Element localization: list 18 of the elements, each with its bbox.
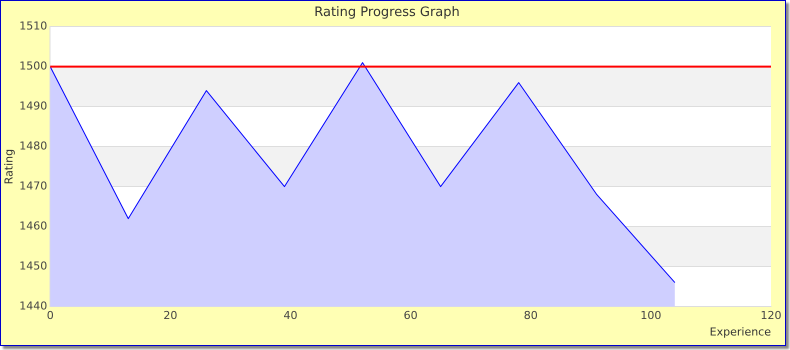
x-tick-label: 80	[524, 309, 538, 322]
x-axis-title: Experience	[710, 325, 772, 338]
y-tick-label: 1480	[19, 139, 48, 152]
x-tick-label: 120	[760, 309, 782, 322]
x-tick-label: 40	[283, 309, 298, 322]
chart-title: Rating Progress Graph	[314, 5, 460, 20]
x-tick-label: 0	[46, 309, 54, 322]
y-tick-label: 1440	[19, 299, 48, 312]
y-tick-label: 1460	[19, 219, 48, 232]
y-axis-title: Rating	[2, 148, 16, 184]
y-tick-label: 1450	[19, 259, 48, 272]
x-tick-label: 60	[404, 309, 418, 322]
y-tick-label: 1510	[19, 19, 48, 32]
x-tick-label: 100	[640, 309, 662, 322]
y-tick-label: 1470	[19, 179, 48, 192]
y-tick-label: 1500	[19, 59, 48, 72]
x-tick-label: 20	[163, 309, 178, 322]
y-tick-label: 1490	[19, 99, 48, 112]
